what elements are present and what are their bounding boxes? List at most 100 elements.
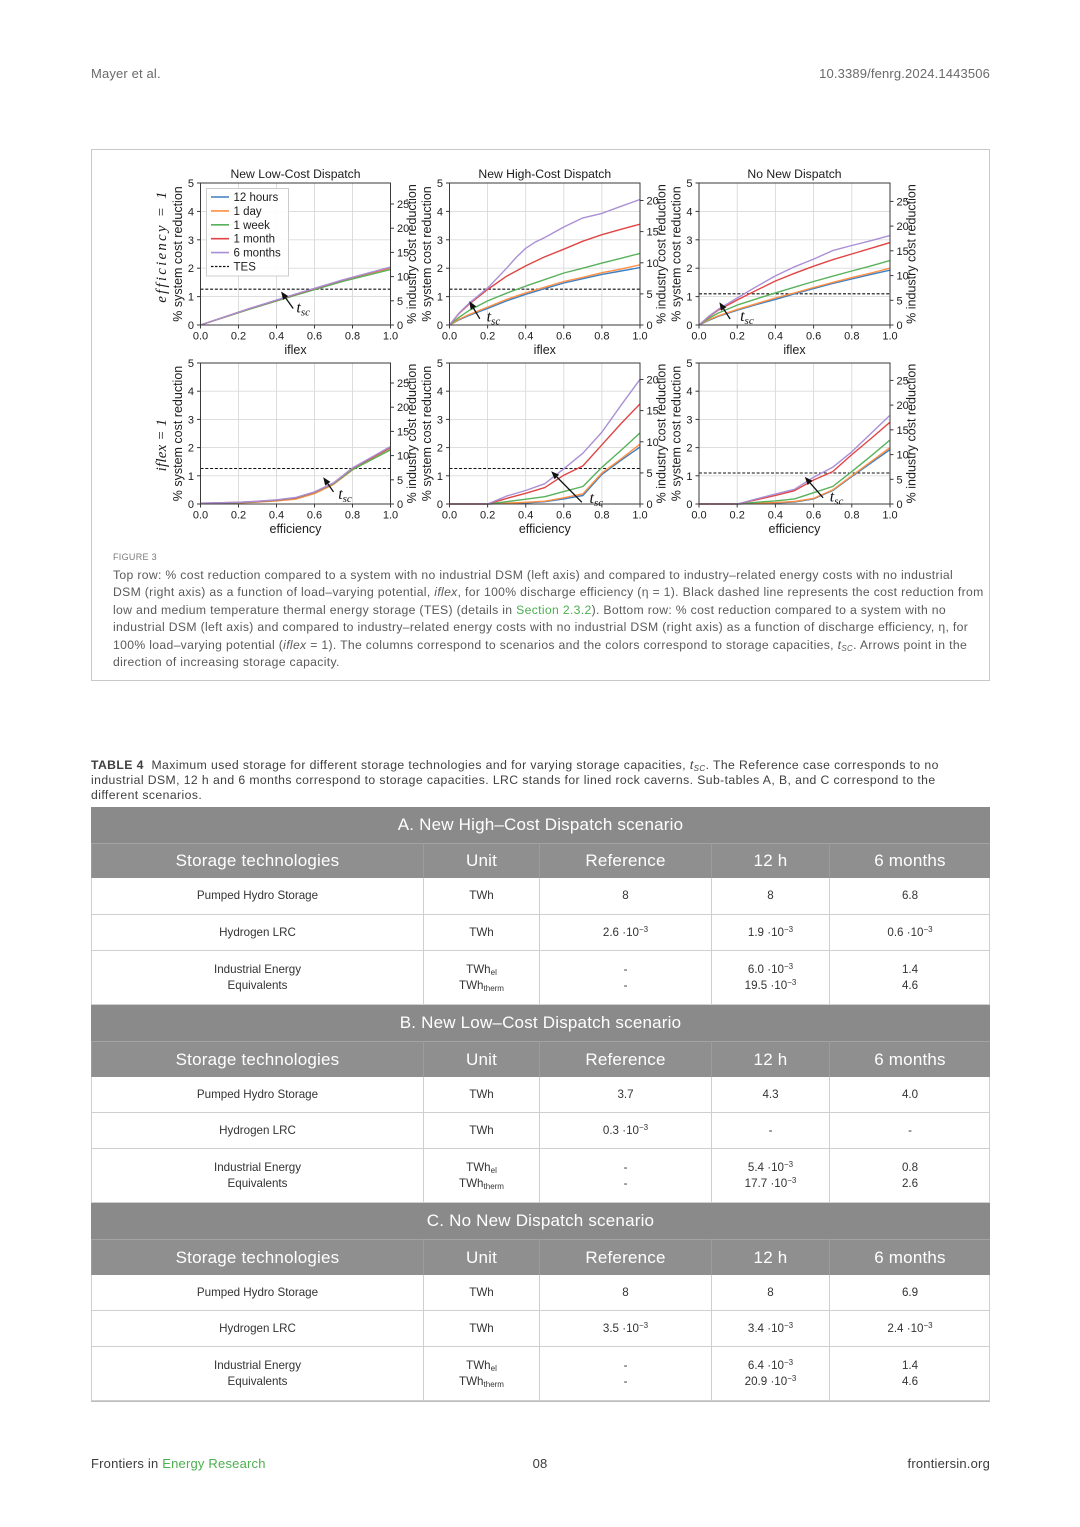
svg-text:5: 5 [188, 178, 194, 190]
svg-text:15: 15 [647, 227, 659, 239]
svg-text:efficiency = 1: efficiency = 1 [154, 189, 170, 302]
svg-text:1: 1 [188, 292, 194, 304]
svg-text:6 months: 6 months [234, 248, 282, 260]
svg-text:4: 4 [686, 206, 692, 218]
svg-text:1: 1 [686, 292, 692, 304]
svg-text:0.6: 0.6 [556, 510, 571, 522]
svg-text:5: 5 [437, 358, 443, 370]
svg-text:2: 2 [686, 263, 692, 275]
svg-text:0: 0 [647, 320, 653, 332]
svg-text:TES: TES [234, 262, 257, 274]
svg-text:% system cost reduction: % system cost reduction [670, 366, 684, 502]
svg-text:0.4: 0.4 [269, 331, 284, 343]
svg-text:0.0: 0.0 [691, 331, 706, 343]
svg-text:20: 20 [647, 375, 659, 387]
svg-text:0.8: 0.8 [594, 510, 609, 522]
svg-text:1: 1 [188, 471, 194, 483]
svg-text:0.2: 0.2 [730, 331, 745, 343]
svg-text:New Low-Cost Dispatch: New Low-Cost Dispatch [230, 167, 360, 181]
svg-text:5: 5 [647, 289, 653, 301]
svg-text:efficiency: efficiency [769, 522, 822, 536]
svg-text:4: 4 [437, 206, 443, 218]
svg-text:0.2: 0.2 [480, 331, 495, 343]
svg-text:1: 1 [437, 292, 443, 304]
svg-text:1: 1 [686, 471, 692, 483]
svg-text:0.8: 0.8 [345, 331, 360, 343]
svg-text:tsc: tsc [296, 300, 310, 319]
svg-text:1: 1 [437, 471, 443, 483]
svg-text:2: 2 [188, 263, 194, 275]
svg-text:10: 10 [397, 451, 409, 463]
svg-text:iflex: iflex [783, 343, 806, 357]
svg-text:3: 3 [437, 414, 443, 426]
svg-text:0.2: 0.2 [730, 510, 745, 522]
svg-text:1 week: 1 week [234, 220, 271, 232]
svg-text:10: 10 [647, 437, 659, 449]
svg-text:0: 0 [188, 499, 194, 511]
svg-text:0: 0 [437, 499, 443, 511]
svg-text:0: 0 [397, 320, 403, 332]
svg-text:% industry cost reduction: % industry cost reduction [905, 184, 919, 324]
svg-text:25: 25 [897, 196, 909, 208]
svg-text:0.4: 0.4 [768, 331, 783, 343]
svg-text:4: 4 [188, 386, 194, 398]
svg-text:No New Dispatch: No New Dispatch [747, 167, 841, 181]
svg-text:tsc: tsc [830, 489, 844, 508]
svg-text:tsc: tsc [590, 490, 604, 509]
svg-text:15: 15 [397, 426, 409, 438]
svg-text:3: 3 [437, 235, 443, 247]
svg-text:0.0: 0.0 [691, 510, 706, 522]
svg-text:0.6: 0.6 [307, 510, 322, 522]
svg-text:5: 5 [897, 474, 903, 486]
svg-text:iflex = 1: iflex = 1 [154, 419, 170, 472]
svg-text:3: 3 [686, 414, 692, 426]
svg-text:3: 3 [188, 414, 194, 426]
svg-text:% industry cost reduction: % industry cost reduction [405, 184, 419, 324]
svg-text:10: 10 [647, 258, 659, 270]
svg-text:0.0: 0.0 [193, 331, 208, 343]
svg-text:1.0: 1.0 [882, 510, 897, 522]
svg-text:15: 15 [647, 406, 659, 418]
svg-text:% industry cost reduction: % industry cost reduction [655, 184, 669, 324]
svg-text:25: 25 [897, 375, 909, 387]
svg-text:tsc: tsc [487, 309, 501, 328]
svg-text:0.8: 0.8 [345, 510, 360, 522]
svg-text:5: 5 [188, 358, 194, 370]
svg-text:10: 10 [397, 272, 409, 284]
svg-text:0.6: 0.6 [307, 331, 322, 343]
svg-text:0.0: 0.0 [193, 510, 208, 522]
svg-text:4: 4 [437, 386, 443, 398]
svg-text:0.2: 0.2 [480, 510, 495, 522]
svg-text:0.4: 0.4 [518, 331, 533, 343]
svg-text:10: 10 [897, 450, 909, 462]
svg-text:0: 0 [897, 499, 903, 511]
svg-text:5: 5 [397, 296, 403, 308]
svg-text:15: 15 [897, 425, 909, 437]
svg-text:2: 2 [188, 443, 194, 455]
svg-text:iflex: iflex [284, 343, 307, 357]
svg-text:iflex: iflex [534, 343, 557, 357]
svg-text:0.8: 0.8 [844, 510, 859, 522]
svg-text:0.8: 0.8 [594, 331, 609, 343]
svg-text:% industry cost reduction: % industry cost reduction [655, 364, 669, 504]
svg-text:0.0: 0.0 [442, 331, 457, 343]
svg-text:efficiency: efficiency [270, 522, 323, 536]
svg-text:20: 20 [647, 196, 659, 208]
svg-text:0.4: 0.4 [269, 510, 284, 522]
svg-text:% system cost reduction: % system cost reduction [420, 186, 434, 322]
svg-text:% system cost reduction: % system cost reduction [171, 366, 185, 502]
svg-text:% system cost reduction: % system cost reduction [171, 186, 185, 322]
svg-text:tsc: tsc [338, 486, 352, 505]
svg-text:5: 5 [686, 178, 692, 190]
svg-text:0.6: 0.6 [556, 331, 571, 343]
svg-text:tsc: tsc [740, 308, 754, 327]
svg-text:20: 20 [397, 402, 409, 414]
svg-text:0.4: 0.4 [768, 510, 783, 522]
svg-text:0.4: 0.4 [518, 510, 533, 522]
svg-text:% system cost reduction: % system cost reduction [670, 186, 684, 322]
svg-text:15: 15 [897, 246, 909, 258]
svg-text:15: 15 [397, 247, 409, 259]
svg-text:0.0: 0.0 [442, 510, 457, 522]
svg-text:0: 0 [188, 320, 194, 332]
svg-text:5: 5 [397, 475, 403, 487]
